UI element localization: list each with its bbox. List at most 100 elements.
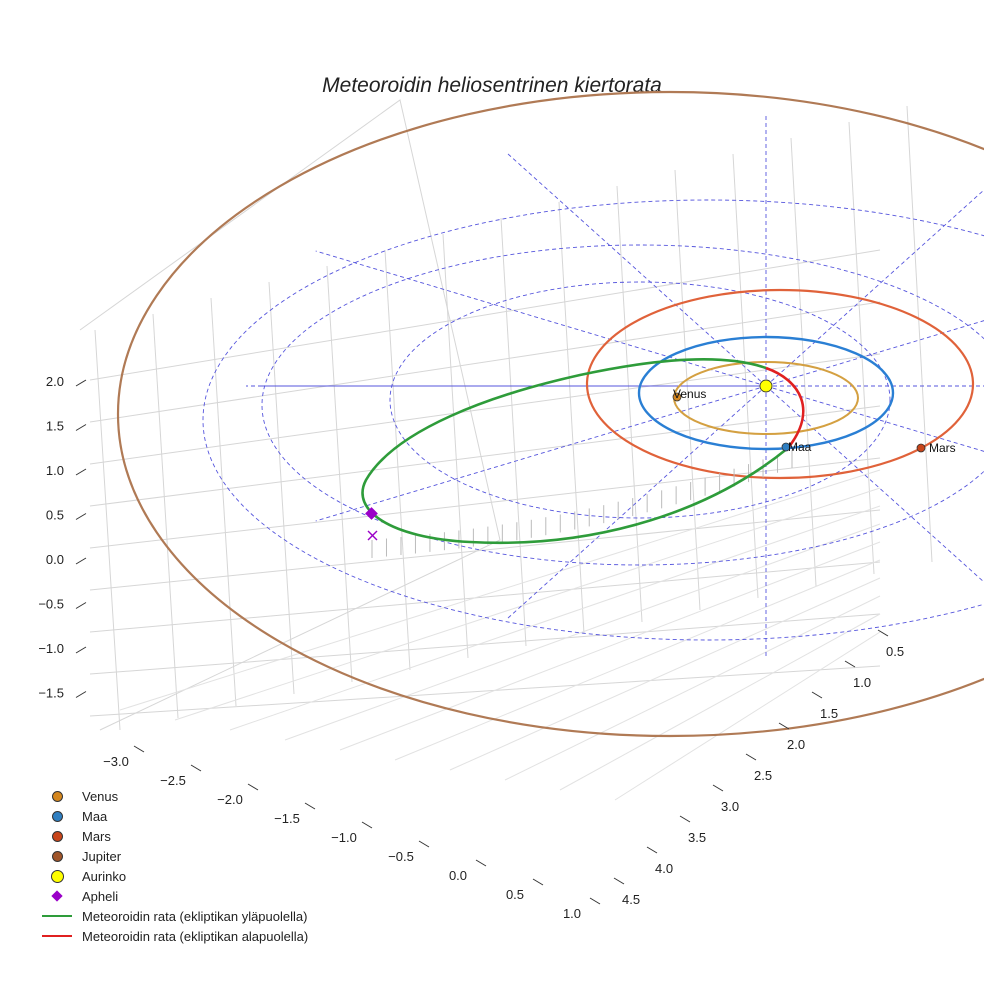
- helio-ring: [202, 199, 984, 641]
- mars-marker: [916, 443, 926, 453]
- grid-line: [229, 505, 881, 731]
- legend: Venus Maa Mars Jupiter Aurinko Apheli Meteoroi…: [40, 786, 308, 946]
- z-tick: [75, 691, 87, 698]
- x-tick-label: −0.5: [388, 849, 414, 864]
- grid-line: [174, 487, 881, 721]
- legend-label: Meteoroidin rata (ekliptikan alapuolella…: [82, 928, 309, 944]
- grid-line: [674, 169, 701, 611]
- x-tick: [247, 783, 259, 791]
- mars-orbit: [585, 288, 975, 480]
- y-tick-label: 4.0: [655, 861, 673, 876]
- legend-marker: [51, 790, 63, 802]
- y-tick: [811, 691, 823, 699]
- z-tick-label: 0.5: [46, 508, 64, 523]
- z-tick: [75, 424, 87, 431]
- legend-item: Venus: [40, 786, 308, 806]
- grid-line: [89, 301, 881, 423]
- z-tick: [75, 513, 87, 520]
- z-tick: [75, 468, 87, 476]
- y-tick: [778, 722, 790, 730]
- grid-line: [152, 313, 179, 719]
- x-tick: [418, 840, 430, 848]
- grid-line: [384, 249, 411, 671]
- legend-swatch: [40, 806, 74, 826]
- y-tick: [745, 753, 757, 761]
- jupiter-orbit: [117, 90, 984, 738]
- legend-swatch: [40, 826, 74, 846]
- helio-radial: [505, 151, 767, 387]
- legend-item: Jupiter: [40, 846, 308, 866]
- grid-line: [89, 405, 881, 507]
- meteoroid-orbit-lower: [765, 366, 805, 449]
- grid-line: [94, 329, 121, 731]
- x-tick: [475, 859, 487, 867]
- legend-label: Venus: [82, 788, 119, 804]
- grid-line: [339, 541, 881, 751]
- legend-item: Apheli: [40, 886, 308, 906]
- y-tick: [877, 629, 889, 637]
- grid-line: [616, 185, 643, 623]
- x-tick-label: −2.0: [217, 792, 243, 807]
- y-tick: [844, 660, 856, 668]
- grid-line: [89, 561, 881, 633]
- legend-item: Mars: [40, 826, 308, 846]
- x-tick-label: 1.0: [563, 906, 581, 921]
- y-tick-label: 2.5: [754, 768, 772, 783]
- chart-title: Meteoroidin heliosentrinen kiertorata: [322, 74, 662, 97]
- z-tick-label: −1.0: [38, 641, 64, 656]
- grid-line: [119, 469, 881, 711]
- z-tick-label: −1.5: [38, 686, 64, 701]
- legend-swatch: [40, 926, 74, 946]
- helio-ring: [261, 244, 984, 566]
- z-tick-label: 0.0: [46, 552, 64, 567]
- grid-line: [394, 559, 881, 761]
- grid-line: [559, 613, 881, 791]
- meteoroid-orbit: [361, 357, 805, 545]
- grid-line: [210, 297, 237, 707]
- legend-swatch: [40, 846, 74, 866]
- helio-radial: [765, 320, 984, 387]
- z-tick-label: 1.0: [46, 463, 64, 478]
- grid-line: [442, 233, 469, 659]
- meteoroid-orbit-upper: [361, 357, 789, 545]
- left-pane-outline: [79, 99, 501, 731]
- helio-radial: [315, 385, 767, 522]
- y-tick: [646, 846, 658, 854]
- grid-line: [89, 353, 881, 465]
- x-tick: [361, 821, 373, 829]
- y-tick: [679, 815, 691, 823]
- earth-marker: [781, 442, 791, 452]
- legend-swatch: [40, 786, 74, 806]
- y-tick-label: 4.5: [622, 892, 640, 907]
- grid-line: [790, 137, 817, 587]
- grid-line: [848, 121, 875, 575]
- z-tick-label: 2.0: [46, 374, 64, 389]
- orbit-stems: [371, 450, 793, 558]
- venus-marker: [672, 392, 682, 402]
- helio-radial: [315, 250, 767, 387]
- grid-line: [268, 281, 295, 695]
- x-tick-label: −3.0: [103, 754, 129, 769]
- y-tick-label: 3.0: [721, 799, 739, 814]
- legend-marker: [42, 915, 72, 917]
- legend-item: Meteoroidin rata (ekliptikan yläpuolella…: [40, 906, 308, 926]
- z-tick: [75, 379, 87, 387]
- sun-marker: [759, 379, 773, 393]
- grid-line: [89, 249, 881, 381]
- legend-swatch: [40, 866, 74, 886]
- legend-label: Jupiter: [82, 848, 122, 864]
- y-tick-label: 0.5: [886, 644, 904, 659]
- helio-radial: [765, 385, 984, 583]
- helio-radial: [505, 385, 767, 621]
- z-tick-label: 1.5: [46, 419, 64, 434]
- z-tick: [75, 646, 87, 654]
- z-tick-label: −0.5: [38, 597, 64, 612]
- legend-marker: [51, 830, 63, 842]
- legend-marker: [51, 850, 63, 862]
- legend-marker: [42, 935, 72, 937]
- legend-item: Maa: [40, 806, 308, 826]
- earth-label: Maa: [788, 440, 812, 454]
- legend-marker: [51, 810, 63, 822]
- x-tick-label: 0.5: [506, 887, 524, 902]
